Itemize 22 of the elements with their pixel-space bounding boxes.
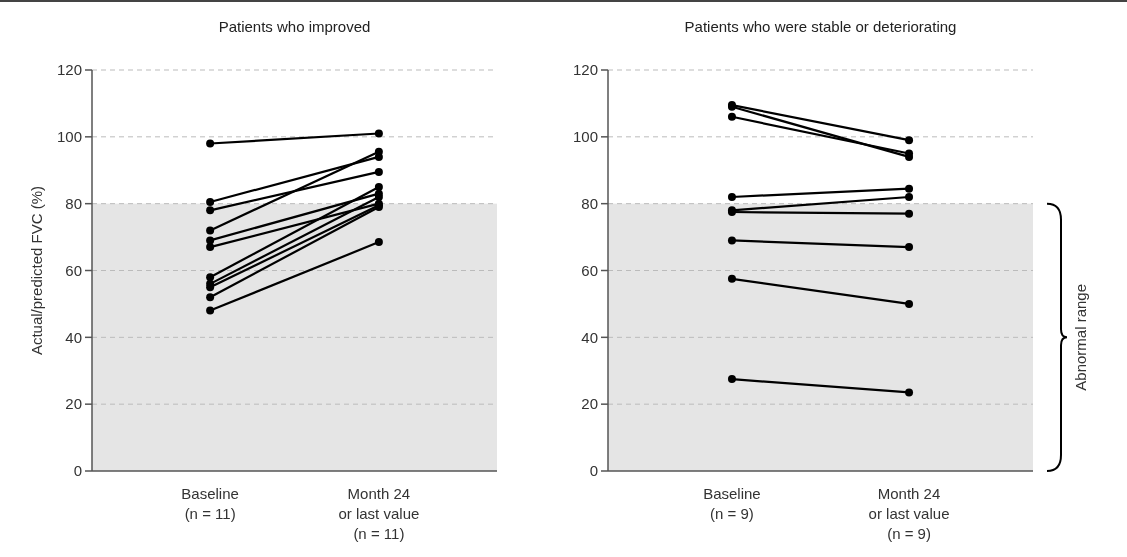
y-tick-label: 60 bbox=[581, 261, 598, 279]
y-tick-label: 100 bbox=[572, 128, 598, 146]
y-tick-label: 40 bbox=[65, 328, 82, 346]
x-tick-label: Month 24 or last value (n = 11) bbox=[338, 485, 420, 542]
y-tick-label: 0 bbox=[73, 462, 82, 480]
y-tick-label: 120 bbox=[56, 61, 82, 79]
x-tick-label: Baseline (n = 9) bbox=[703, 485, 761, 522]
chart-title: Patients who improved bbox=[218, 18, 371, 35]
y-tick-label: 40 bbox=[581, 328, 598, 346]
y-axis-title: Actual/predicted FVC (%) bbox=[28, 185, 45, 356]
y-tick-label: 60 bbox=[65, 261, 82, 279]
x-tick-label: Baseline (n = 11) bbox=[181, 485, 239, 522]
y-tick-label: 0 bbox=[589, 462, 598, 480]
y-tick-label: 120 bbox=[572, 61, 598, 79]
y-tick-label: 100 bbox=[56, 128, 82, 146]
band-label: Abnormal range bbox=[1072, 283, 1090, 391]
y-tick-label: 80 bbox=[65, 194, 82, 212]
y-tick-label: 20 bbox=[581, 395, 598, 413]
y-tick-label: 80 bbox=[581, 194, 598, 212]
x-tick-label: Month 24 or last value (n = 9) bbox=[868, 485, 950, 542]
chart-title: Patients who were stable or deteriorating bbox=[684, 18, 957, 35]
y-tick-label: 20 bbox=[65, 395, 82, 413]
